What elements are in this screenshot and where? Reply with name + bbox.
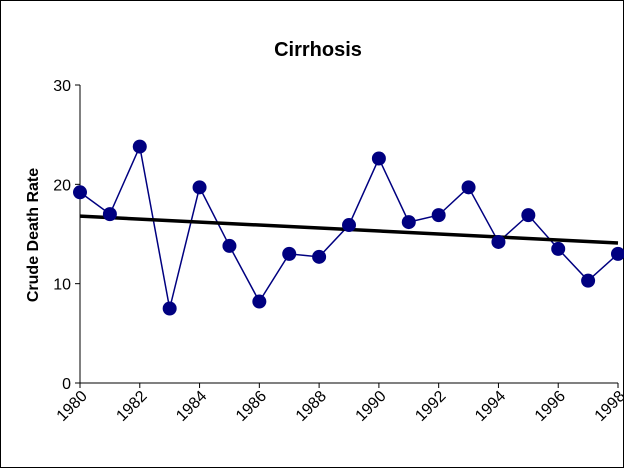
y-tick-label: 20 [53, 177, 71, 194]
data-point [371, 151, 386, 166]
data-point [461, 180, 476, 195]
y-tick-label: 30 [53, 78, 71, 95]
data-point [222, 238, 237, 253]
data-point [73, 185, 87, 200]
data-point [611, 246, 624, 261]
data-point [431, 208, 446, 223]
data-point [551, 241, 566, 256]
data-point [521, 208, 536, 223]
y-tick-label: 0 [62, 376, 71, 393]
data-point [491, 234, 506, 249]
data-point [401, 215, 416, 230]
data-point [132, 139, 147, 154]
data-point [102, 207, 117, 222]
y-tick-label: 10 [53, 277, 71, 294]
data-point [252, 294, 267, 309]
data-point [342, 218, 356, 233]
data-point [162, 301, 177, 316]
data-point [581, 273, 596, 288]
data-point [312, 249, 327, 264]
data-point [282, 246, 297, 261]
y-axis-label: Crude Death Rate [25, 168, 42, 302]
data-point [192, 180, 207, 195]
chart-title: Cirrhosis [274, 39, 362, 61]
